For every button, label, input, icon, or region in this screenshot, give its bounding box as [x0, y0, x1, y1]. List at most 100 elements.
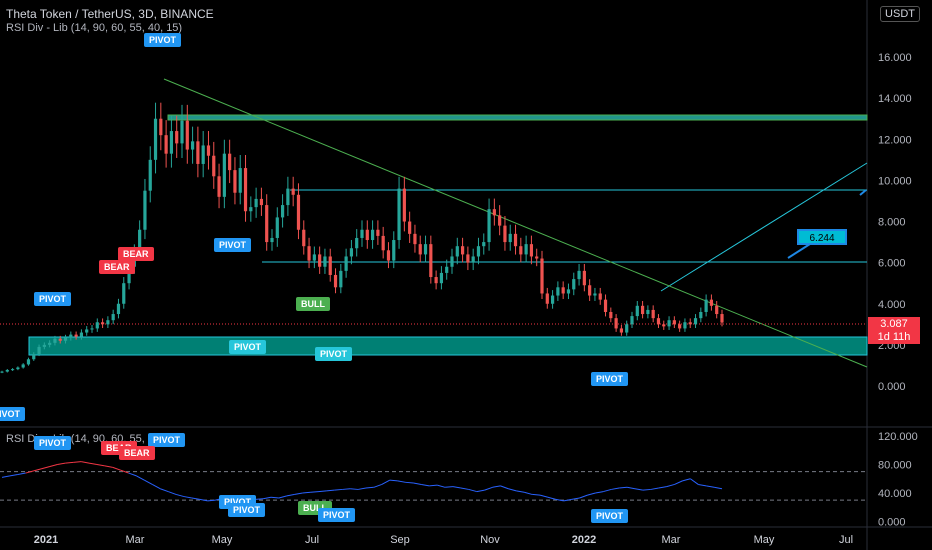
candle-body [466, 254, 470, 263]
candle-body [630, 316, 634, 325]
candle-body [328, 256, 332, 275]
rsi-segment [421, 483, 430, 487]
candle-body [646, 309, 650, 315]
rsi-segment [524, 491, 533, 495]
rsi-segment [263, 496, 272, 500]
candle-body [243, 168, 248, 212]
rsi-segment [136, 475, 145, 481]
candle-body [455, 246, 459, 257]
candle-body [508, 233, 512, 243]
candle-body [185, 120, 189, 150]
candle-body [672, 320, 676, 325]
rsi-segment [270, 496, 279, 499]
rsi-segment [508, 488, 517, 492]
rsi-segment [191, 497, 200, 500]
candle-body [408, 221, 412, 234]
candle-body [720, 314, 724, 323]
candle-body [265, 205, 269, 243]
rsi-segment [595, 491, 604, 494]
pivot-label: PIVOT [144, 33, 182, 47]
candle-body [503, 225, 507, 243]
currency-button[interactable]: USDT [880, 6, 920, 22]
rsi-segment [255, 498, 264, 500]
candle-body [540, 258, 544, 294]
candle-body [709, 299, 714, 306]
candle-body [95, 322, 99, 329]
rsi-segment [532, 493, 541, 496]
rsi-segment [381, 479, 390, 485]
candle-body [58, 338, 62, 341]
candle-body [48, 342, 52, 345]
rsi-segment [587, 492, 596, 496]
candle-body [302, 229, 306, 247]
rsi-segment [619, 486, 628, 489]
candle-body [519, 246, 523, 255]
candle-body [100, 322, 105, 325]
candle-body [439, 272, 444, 284]
candle-body [159, 118, 163, 136]
rsi-segment [634, 488, 643, 491]
candle-body [450, 256, 454, 267]
rsi-segment [445, 486, 454, 488]
candle-body [153, 118, 158, 160]
candle-body [138, 229, 142, 253]
candle-body [619, 328, 624, 333]
candle-body [32, 354, 36, 360]
rsi-segment [397, 480, 406, 483]
pivot-label: PIVOT [591, 372, 629, 386]
candle-body [228, 153, 232, 171]
rsi-segment [666, 483, 675, 488]
resistance-zone [167, 114, 868, 121]
candle-body [370, 229, 375, 241]
candle-body [381, 235, 385, 251]
rsi-segment [49, 464, 58, 468]
candle-body [535, 256, 539, 259]
candle-body [349, 248, 354, 257]
candle-body [625, 324, 629, 333]
rsi-segment [144, 479, 153, 485]
candle-body [106, 320, 110, 325]
rsi-segment [389, 479, 398, 482]
candle-body [42, 344, 46, 347]
rsi-segment [57, 462, 66, 465]
candle-body [275, 217, 279, 238]
rsi-segment [96, 464, 105, 467]
candle-body [386, 250, 391, 261]
edge-arrow [859, 189, 867, 196]
candle-body [588, 285, 592, 296]
candle-body [270, 237, 274, 243]
candle-body [254, 198, 258, 208]
rsi-segment [81, 461, 90, 464]
candle-body [460, 246, 465, 255]
candle-body [296, 194, 301, 230]
rsi-segment [690, 478, 699, 485]
candle-body [640, 305, 645, 315]
rsi-segment [650, 487, 659, 490]
rsi-segment [713, 486, 723, 490]
rsi-pivot-label: PIVOT [318, 508, 356, 522]
price-tick-label: 12.000 [878, 134, 912, 146]
candle-body [693, 318, 698, 325]
candle-body [598, 293, 602, 300]
rsi-segment [468, 488, 477, 493]
rsi-segment [682, 478, 691, 482]
rsi-segment [500, 485, 509, 490]
rsi-segment [516, 490, 525, 493]
rsi-segment [183, 496, 192, 499]
time-tick-label: Jul [305, 534, 319, 546]
pivot-label: PIVOT [214, 238, 252, 252]
rsi-segment [334, 488, 343, 491]
rsi-segment [112, 466, 121, 471]
indicator-label: RSI Div - Lib (14, 90, 60, 55, 40, 15) [6, 22, 183, 34]
candle-body [397, 188, 401, 241]
candle-body [683, 322, 687, 329]
rsi-segment [357, 487, 367, 490]
rsi-segment [41, 466, 50, 470]
candle-body [699, 311, 703, 319]
candle-body [148, 159, 152, 191]
candle-body [116, 303, 121, 315]
time-tick-label: May [212, 534, 233, 546]
rsi-segment [207, 499, 216, 502]
candle-body [206, 145, 211, 156]
